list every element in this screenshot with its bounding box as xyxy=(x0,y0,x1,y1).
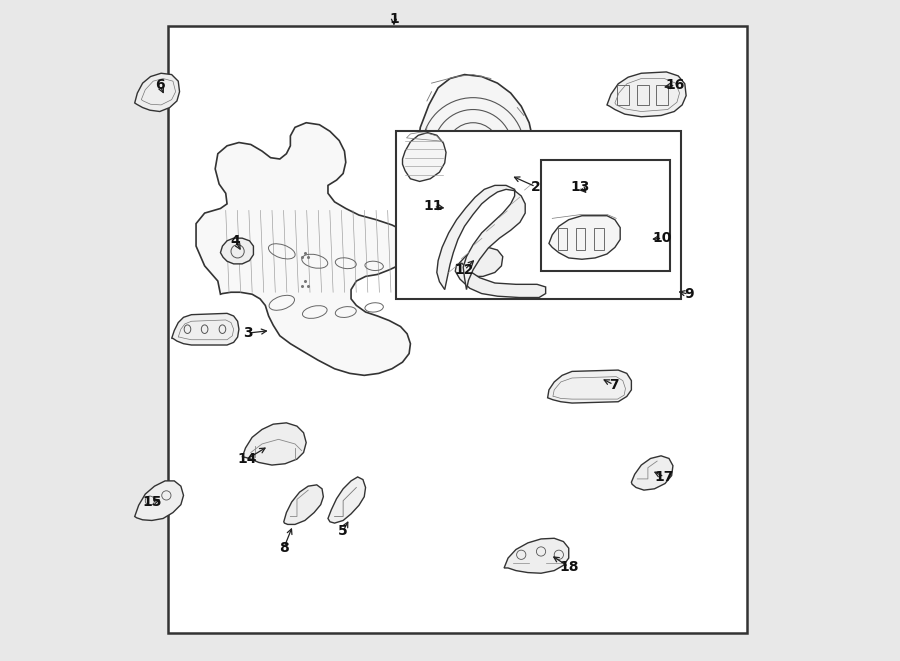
Bar xyxy=(636,85,649,105)
Text: 7: 7 xyxy=(608,377,618,391)
Text: 1: 1 xyxy=(389,12,399,26)
Text: 11: 11 xyxy=(424,200,444,214)
Bar xyxy=(541,161,670,271)
Polygon shape xyxy=(402,133,446,181)
Polygon shape xyxy=(328,477,365,523)
Bar xyxy=(656,85,669,105)
Text: 12: 12 xyxy=(454,263,474,277)
Polygon shape xyxy=(549,215,620,259)
Text: 8: 8 xyxy=(279,541,289,555)
Text: 16: 16 xyxy=(666,78,685,92)
Polygon shape xyxy=(504,538,569,573)
Polygon shape xyxy=(196,123,410,375)
Text: 9: 9 xyxy=(684,288,694,301)
Polygon shape xyxy=(242,423,306,465)
Text: 3: 3 xyxy=(243,326,252,340)
Bar xyxy=(167,26,747,633)
Text: 5: 5 xyxy=(338,524,348,538)
Polygon shape xyxy=(135,73,180,112)
Bar xyxy=(595,227,604,250)
Text: 4: 4 xyxy=(230,235,240,249)
Polygon shape xyxy=(455,263,545,297)
Polygon shape xyxy=(436,185,526,290)
Text: 17: 17 xyxy=(654,470,674,484)
Polygon shape xyxy=(607,72,686,117)
Polygon shape xyxy=(135,481,184,520)
Bar xyxy=(557,227,567,250)
Text: 18: 18 xyxy=(559,560,579,574)
Polygon shape xyxy=(172,313,238,345)
Text: 13: 13 xyxy=(571,180,590,194)
Polygon shape xyxy=(220,238,254,264)
Polygon shape xyxy=(547,370,632,403)
Text: 2: 2 xyxy=(531,180,541,194)
Polygon shape xyxy=(456,247,503,276)
Bar xyxy=(396,131,681,299)
Text: 15: 15 xyxy=(142,495,162,509)
Polygon shape xyxy=(632,456,673,490)
Polygon shape xyxy=(411,75,535,223)
Text: 10: 10 xyxy=(652,231,672,245)
Bar xyxy=(616,85,629,105)
Text: 6: 6 xyxy=(155,78,165,92)
Text: 14: 14 xyxy=(237,452,256,466)
Bar xyxy=(576,227,585,250)
Polygon shape xyxy=(284,485,323,524)
